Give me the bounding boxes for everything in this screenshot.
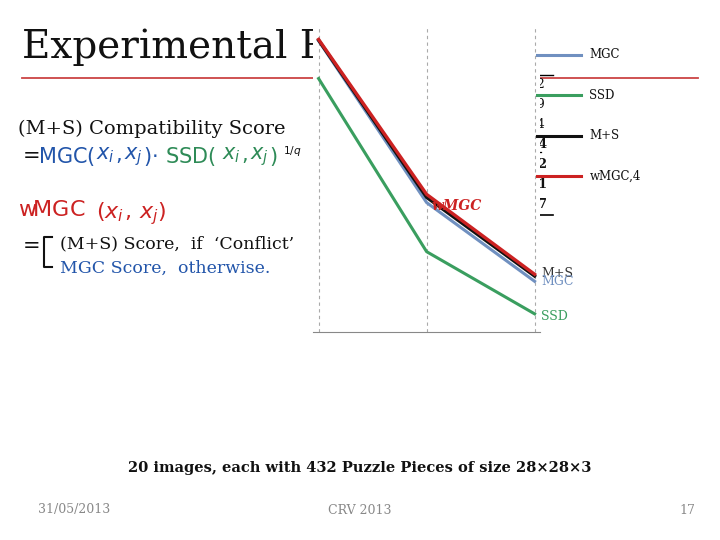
- Text: 0.4197: 0.4197: [499, 199, 547, 212]
- Text: $=$: $=$: [18, 235, 40, 254]
- Text: (M+S) Score,  if  ‘Conflict’: (M+S) Score, if ‘Conflict’: [60, 235, 294, 252]
- Text: $)\!\cdot\!$: $)\!\cdot\!$: [143, 145, 158, 168]
- Text: SSD: SSD: [541, 310, 568, 323]
- Text: wMGC,4: wMGC,4: [589, 170, 641, 183]
- Text: 0.5930: 0.5930: [439, 138, 487, 152]
- Text: 0.5760: 0.5760: [441, 78, 485, 91]
- Text: $x_i$: $x_i$: [222, 145, 241, 165]
- Text: $x_j$: $x_j$: [124, 145, 143, 168]
- Text: 0.4714: 0.4714: [441, 98, 485, 111]
- Text: 20 images, each with 432 Puzzle Pieces of size 28×28×3: 20 images, each with 432 Puzzle Pieces o…: [128, 461, 592, 475]
- Text: 0.8402: 0.8402: [381, 98, 425, 111]
- Text: 0.9229: 0.9229: [379, 138, 427, 152]
- Text: $= $: $= $: [18, 145, 40, 164]
- Text: wMGC,5: wMGC,5: [317, 179, 372, 192]
- Text: $,\,x_j)$: $,\,x_j)$: [124, 200, 166, 227]
- Text: 0.9237: 0.9237: [379, 179, 427, 192]
- Text: 0.9208: 0.9208: [381, 78, 425, 91]
- Text: M+S: M+S: [589, 129, 619, 142]
- Text: 0.4232: 0.4232: [499, 159, 547, 172]
- Text: $\mathrm{MGC}($: $\mathrm{MGC}($: [38, 145, 95, 168]
- Text: t = 0: t = 0: [387, 58, 420, 71]
- Text: M+S: M+S: [541, 267, 573, 280]
- Text: wMGC,3: wMGC,3: [317, 138, 372, 152]
- Text: t = 1: t = 1: [446, 58, 480, 71]
- Text: wMGC,7: wMGC,7: [317, 199, 372, 212]
- Text: MGC Score,  otherwise.: MGC Score, otherwise.: [60, 260, 271, 277]
- Text: $\mathrm{SSD}($: $\mathrm{SSD}($: [165, 145, 216, 168]
- Text: 31/05/2013: 31/05/2013: [38, 503, 110, 516]
- Text: 0.3389: 0.3389: [501, 98, 545, 111]
- Text: 0.5871: 0.5871: [441, 118, 485, 132]
- Text: MGC: MGC: [589, 48, 620, 61]
- Text: $,$: $,$: [115, 145, 122, 165]
- Text: MGC: MGC: [541, 275, 574, 288]
- Text: 0.5924: 0.5924: [439, 179, 487, 192]
- Text: $,$: $,$: [241, 145, 248, 165]
- Text: 0.4194: 0.4194: [501, 118, 545, 132]
- Text: $x_j$: $x_j$: [250, 145, 269, 168]
- Text: t = 2: t = 2: [506, 58, 540, 71]
- Text: 17: 17: [679, 503, 695, 516]
- Text: 0.4244: 0.4244: [499, 138, 547, 152]
- Text: 0.9235: 0.9235: [379, 159, 427, 172]
- Text: 0.4082: 0.4082: [501, 78, 545, 91]
- Text: $\mathrm{w}\!\mathrm{MGC}$: $\mathrm{w}\!\mathrm{MGC}$: [18, 200, 86, 220]
- Text: 0.9233: 0.9233: [379, 199, 427, 212]
- Text: $x_i$: $x_i$: [96, 145, 115, 165]
- Text: MGC: MGC: [328, 78, 360, 91]
- Text: 0.9220: 0.9220: [382, 118, 425, 132]
- Text: (M+S) Compatibility Score: (M+S) Compatibility Score: [18, 120, 286, 138]
- Text: 0.5935: 0.5935: [439, 159, 487, 172]
- Text: CRV 2013: CRV 2013: [328, 503, 392, 516]
- Text: wMGC: wMGC: [432, 199, 482, 213]
- Text: Experimental Results: Experimental Results: [22, 28, 445, 65]
- Text: M+S: M+S: [328, 118, 360, 132]
- Text: 0.4221: 0.4221: [499, 179, 547, 192]
- Text: 0.5905: 0.5905: [439, 199, 487, 212]
- Text: $(x_i$: $(x_i$: [96, 200, 124, 224]
- Text: SSD: SSD: [589, 89, 615, 102]
- Text: wMGC,4: wMGC,4: [317, 159, 372, 172]
- Text: $)$: $)$: [269, 145, 277, 168]
- Text: $^{1/q}$: $^{1/q}$: [283, 147, 302, 162]
- Text: SSD: SSD: [330, 98, 357, 111]
